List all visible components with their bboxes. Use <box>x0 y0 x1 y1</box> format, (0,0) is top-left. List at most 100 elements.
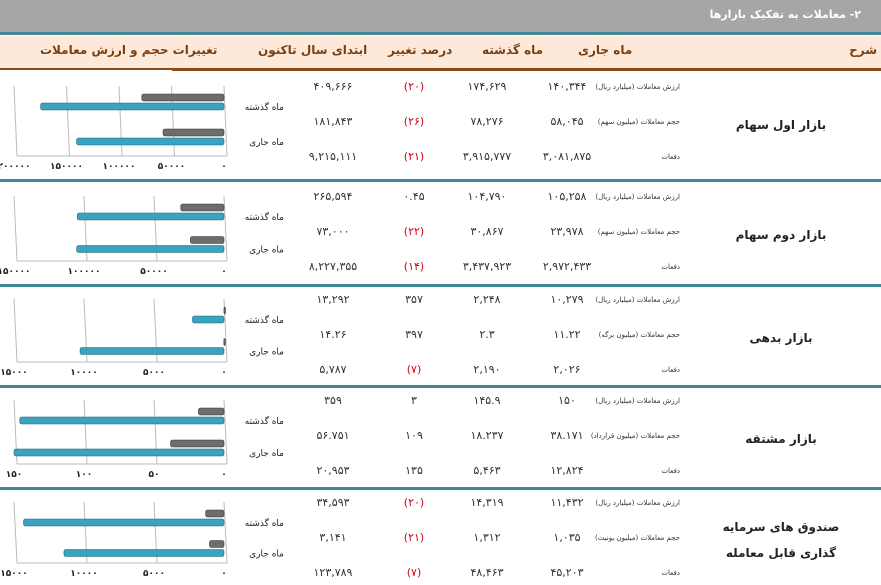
current-month-value: ۱۰,۲۷۹ <box>550 293 584 306</box>
tick-label: ۵۰۰۰ <box>143 569 165 579</box>
divider <box>172 68 881 71</box>
tick-label: ۰ <box>221 470 227 480</box>
tick-label: ۰ <box>221 162 227 172</box>
current-month-value: ۱۱,۴۳۲ <box>550 496 584 509</box>
gridline <box>13 501 18 564</box>
change-percent: (۲۱) <box>403 531 425 544</box>
previous-month-value: ۴۸,۴۶۳ <box>470 566 504 579</box>
value-bar <box>40 102 225 111</box>
row-label: حجم معاملات (میلیون یونیت) <box>595 534 680 542</box>
current-month-value: ۴۵,۲۰۳ <box>550 566 584 579</box>
previous-month-value: ۱۷۴,۶۲۹ <box>467 80 507 93</box>
category-label: ماه گذشته <box>245 415 284 427</box>
current-month-value: ۱۲,۸۲۴ <box>550 464 584 477</box>
value-bar <box>76 212 225 221</box>
volume-bar <box>209 540 225 548</box>
ytd-value: ۱۴.۲۶ <box>319 328 347 341</box>
market-name: بازار بدهی <box>749 331 813 345</box>
previous-month-value: ۲,۱۹۰ <box>473 363 501 376</box>
header-desc: شرح <box>849 43 877 57</box>
tick-label: ۱۵۰۰۰۰ <box>50 162 83 172</box>
tick-label: ۲۰۰۰۰۰ <box>0 162 30 172</box>
volume-bar <box>223 306 226 315</box>
gridline <box>13 298 18 363</box>
change-percent: ۱۰۹ <box>405 429 423 442</box>
change-percent: (۷) <box>406 363 422 376</box>
row-label: دفعات <box>661 467 680 475</box>
volume-bar <box>141 93 225 102</box>
row-label: ارزش معاملات (میلیارد ریال) <box>595 83 680 91</box>
volume-bar <box>198 407 225 416</box>
tick-label: ۱۰۰۰۰ <box>70 569 97 579</box>
divider <box>0 32 881 35</box>
change-percent: ۰.۴۵ <box>403 190 425 203</box>
ytd-value: ۳۵۹ <box>324 394 342 407</box>
change-percent: (۲۲) <box>403 225 425 238</box>
ytd-value: ۳,۱۴۱ <box>319 531 347 544</box>
tick-label: ۱۵۰۰۰ <box>0 569 27 579</box>
change-percent: ۳۵۷ <box>405 293 423 306</box>
category-label: ماه گذشته <box>245 101 284 113</box>
current-month-value: ۱۵۰ <box>558 394 576 407</box>
bar-chart: ۰ ۵۰ ۱۰۰ ۱۵۰ ماه گذشته ماه جاری <box>6 399 284 480</box>
category-label: ماه جاری <box>249 550 284 560</box>
volume-bar <box>162 128 225 137</box>
tick-label: ۱۰۰ <box>76 470 92 480</box>
change-percent: (۲۶) <box>403 115 425 128</box>
current-month-value: ۳,۰۸۱,۸۷۵ <box>542 150 592 163</box>
table-header: شرح ماه جاری ماه گذشته درصد تغییر ابتدای… <box>0 36 881 68</box>
previous-month-value: ۲,۲۴۸ <box>473 293 501 306</box>
section-title-bar: ۲- معاملات به تفکیک بازارها <box>0 0 881 32</box>
tick-label: ۰ <box>221 569 227 579</box>
row-label: حجم معاملات (میلیون برگه) <box>598 331 680 339</box>
category-label: ماه گذشته <box>245 517 284 529</box>
ytd-value: ۳۴,۵۹۳ <box>316 496 350 509</box>
gridline <box>223 501 228 564</box>
gridline <box>223 195 228 262</box>
divider <box>0 284 881 287</box>
divider <box>0 385 881 388</box>
gridline <box>223 85 228 157</box>
volume-bar <box>190 236 225 244</box>
value-bar <box>19 416 225 425</box>
tick-label: ۰ <box>221 368 227 378</box>
ytd-value: ۵,۷۸۷ <box>319 363 347 376</box>
previous-month-value: ۵,۴۶۳ <box>473 464 501 477</box>
change-percent: (۲۰) <box>403 496 425 509</box>
tick-label: ۱۰۰۰۰ <box>70 368 97 378</box>
change-percent: (۲۱) <box>403 150 425 163</box>
row-label: ارزش معاملات (میلیارد ریال) <box>595 193 680 201</box>
gridline <box>13 85 18 157</box>
previous-month-value: ۲.۳ <box>479 328 495 341</box>
section-title: ۲- معاملات به تفکیک بازارها <box>709 8 861 21</box>
row-label: دفعات <box>661 153 680 161</box>
previous-month-value: ۱۸.۲۳۷ <box>470 429 504 442</box>
market-name: بازار مشتقه <box>745 432 817 446</box>
change-percent: ۱۳۵ <box>405 464 423 477</box>
volume-bar <box>170 439 225 448</box>
change-percent: (۷) <box>406 566 422 579</box>
tick-label: ۵۰۰۰ <box>143 368 165 378</box>
tick-label: ۱۵۰ <box>6 470 22 480</box>
divider <box>0 179 881 182</box>
previous-month-value: ۳,۴۳۷,۹۲۳ <box>462 260 512 273</box>
tick-label: ۰ <box>221 267 227 277</box>
current-month-value: ۱۰۵,۲۵۸ <box>547 190 587 203</box>
divider <box>0 487 881 490</box>
bar-chart: ۰ ۵۰۰۰۰ ۱۰۰۰۰۰ ۱۵۰۰۰۰ ماه گذشته ماه جاری <box>0 195 284 277</box>
row-label: حجم معاملات (میلیون سهم) <box>597 228 680 236</box>
change-percent: (۲۰) <box>403 80 425 93</box>
previous-month-value: ۳۰,۸۶۷ <box>470 225 504 238</box>
current-month-value: ۱۱.۲۲ <box>553 328 581 341</box>
divider <box>0 68 172 70</box>
bar-chart: ۰ ۵۰۰۰ ۱۰۰۰۰ ۱۵۰۰۰ ماه گذشته ماه جاری <box>0 298 284 378</box>
category-label: ماه جاری <box>249 246 284 256</box>
bar-chart: ۰ ۵۰۰۰۰ ۱۰۰۰۰۰ ۱۵۰۰۰۰ ۲۰۰۰۰۰ ماه گذشته ماه جار… <box>0 85 284 172</box>
previous-month-value: ۷۸,۲۷۶ <box>470 115 504 128</box>
tick-label: ۱۵۰۰۰۰ <box>0 267 30 277</box>
volume-bar <box>223 338 226 346</box>
category-label: ماه گذشته <box>245 211 284 223</box>
header-chart: تغییرات حجم و ارزش معاملات <box>40 43 218 57</box>
tick-label: ۱۵۰۰۰ <box>0 368 27 378</box>
previous-month-value: ۱۰۴,۷۹۰ <box>467 190 507 203</box>
